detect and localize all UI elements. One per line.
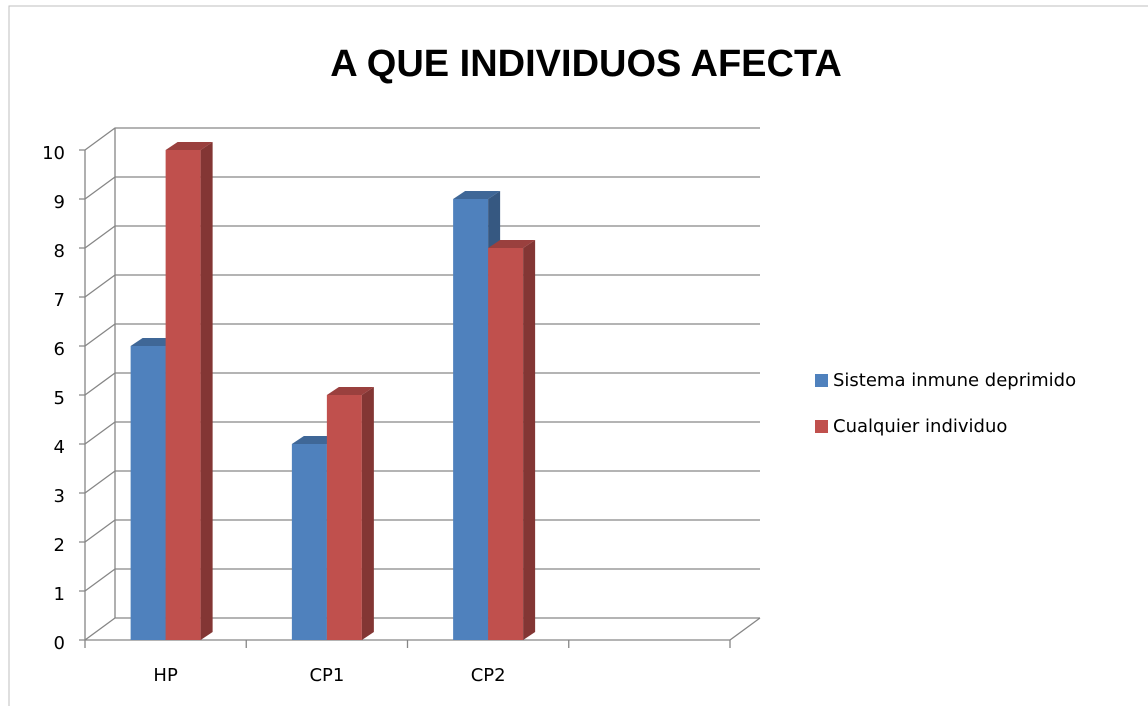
bar-side [523, 240, 536, 640]
y-tick-label: 1 [54, 584, 65, 605]
y-tick-label: 4 [54, 437, 65, 458]
bar-top [488, 240, 536, 248]
bar-side [200, 142, 213, 640]
bar [326, 387, 374, 640]
bar-front [326, 395, 362, 640]
y-tick-label: 6 [54, 339, 65, 360]
y-tick-label: 8 [54, 241, 65, 262]
grid-line [79, 225, 760, 249]
y-tick-label: 7 [54, 290, 65, 311]
x-tick-label: CP1 [309, 665, 344, 686]
bar-front [488, 248, 524, 640]
grid-line [79, 372, 760, 396]
bar-front [165, 150, 201, 640]
grid-line [79, 421, 760, 445]
bar-top [326, 387, 374, 395]
bar [488, 240, 536, 640]
y-tick-label: 3 [54, 486, 65, 507]
grid-line [79, 519, 760, 543]
bar [165, 142, 213, 640]
legend-swatch [815, 420, 828, 433]
x-tick-label: HP [153, 665, 178, 686]
bar-side [361, 387, 374, 640]
y-tick-label: 9 [54, 192, 65, 213]
grid-line [79, 127, 760, 151]
grid-line [79, 617, 760, 641]
grid-line [79, 323, 760, 347]
bar-top [165, 142, 213, 150]
y-tick-label: 10 [42, 143, 65, 164]
grid-line [79, 470, 760, 494]
x-tick-label: CP2 [471, 665, 506, 686]
y-tick-label: 2 [54, 535, 65, 556]
legend-swatch [815, 374, 828, 387]
grid-line [79, 568, 760, 592]
grid-line [79, 176, 760, 200]
y-tick-label: 5 [54, 388, 65, 409]
bar-front [453, 199, 489, 640]
bar-top [453, 191, 501, 199]
bar-front [291, 444, 327, 640]
legend-label: Sistema inmune deprimido [833, 370, 1076, 391]
grid-line [79, 274, 760, 298]
bar-front [130, 346, 166, 640]
chart-title: A QUE INDIVIDUOS AFECTA [330, 43, 842, 85]
y-tick-label: 0 [54, 633, 65, 654]
legend-label: Cualquier individuo [833, 416, 1007, 437]
